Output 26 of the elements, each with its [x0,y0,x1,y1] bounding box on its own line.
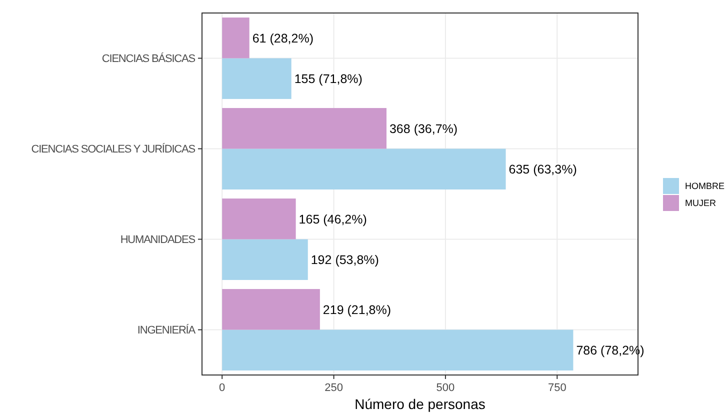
data-label: 155 (71,8%) [294,72,362,86]
bar [222,330,574,370]
data-label: 219 (21,8%) [322,302,392,317]
data-label: 61 (28,2%) [252,31,314,46]
data-label: 635 (63,3%) [508,162,577,176]
x-tick-label: 750 [548,382,566,394]
legend-label: MUJER [685,198,716,208]
data-label: 165 (46,2%) [298,212,367,226]
x-axis-title: Número de personas [354,396,486,412]
y-tick-label: HUMANIDADES [120,234,196,246]
x-tick-label: 500 [436,382,455,394]
y-tick-label: CIENCIAS BÁSICAS [102,52,196,66]
y-tick-label: CIENCIAS SOCIALES Y JURÍDICAS [31,142,196,156]
bar [222,198,296,240]
bar [222,108,386,149]
bar [222,58,292,99]
bar [222,148,506,190]
legend-label: HOMBRE [685,181,725,192]
x-tick-label: 250 [324,382,343,394]
x-tick-label: 0 [219,382,226,394]
bar [222,289,320,330]
bar [222,239,308,280]
data-label: 368 (36,7%) [389,122,458,136]
bar [222,18,250,58]
y-tick-label: INGENIERÍA [137,324,196,337]
data-label: 192 (53,8%) [310,252,379,267]
